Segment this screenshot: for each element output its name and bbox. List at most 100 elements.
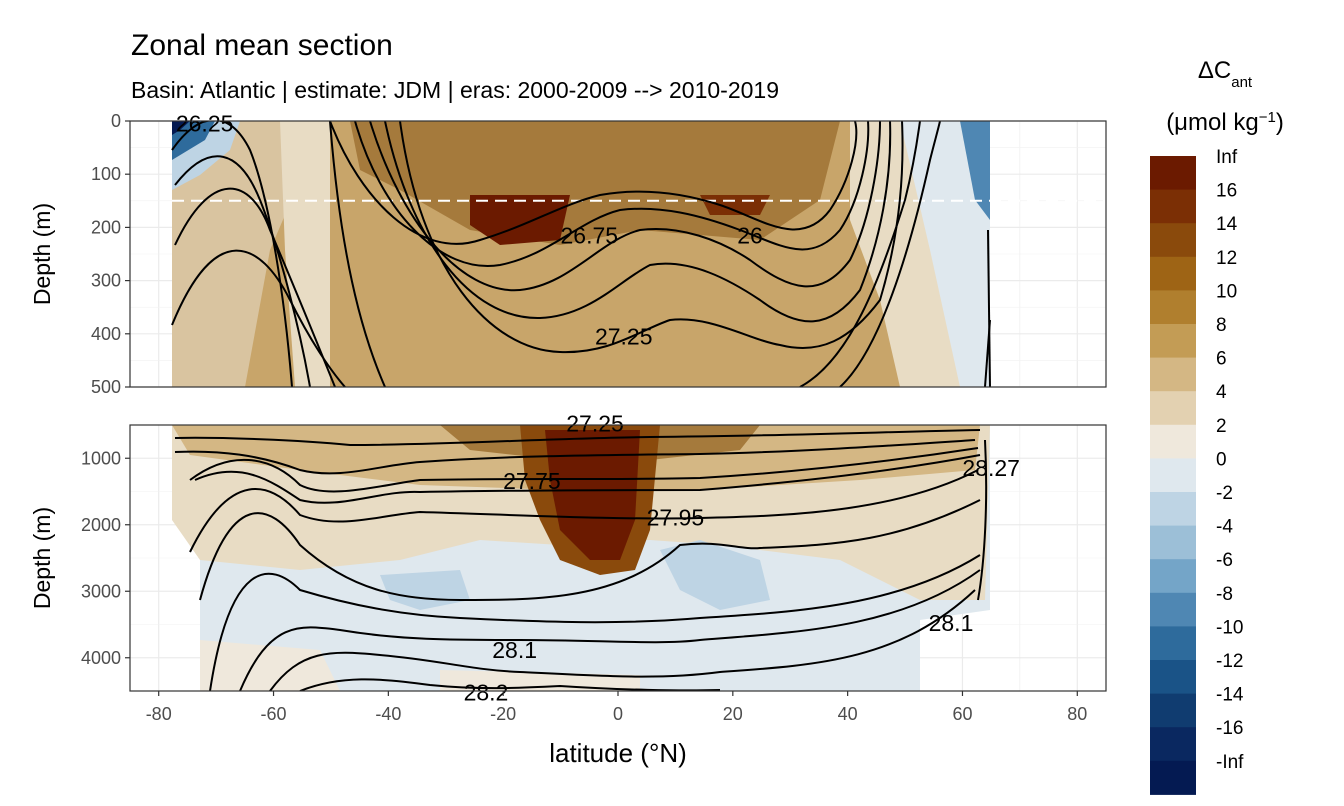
- upper-contour-10: [329, 121, 386, 387]
- legend-label: -14: [1216, 685, 1244, 706]
- legend-label: -4: [1216, 517, 1233, 538]
- upper-contour-4: [171, 249, 346, 387]
- contour-label: 28.1: [929, 610, 974, 636]
- y-tick-label: 2000: [81, 515, 121, 535]
- legend-key: [1150, 525, 1196, 560]
- lower-contour-5: [189, 469, 979, 553]
- legend-title-subscript: ant: [1231, 74, 1253, 91]
- upper-field-north-pale: [900, 121, 990, 387]
- legend-unit-text: (μmol kg: [1166, 109, 1259, 136]
- y-tick-label: 0: [111, 111, 121, 131]
- x-tick-label: -40: [375, 704, 401, 724]
- legend-key: [1150, 492, 1196, 527]
- upper-field-south-darkest: [172, 121, 190, 135]
- lower-contour-labels: 27.25 27.75 27.95 28.1 28.2 28.1 28.27: [464, 411, 1020, 706]
- legend-key: [1150, 223, 1196, 258]
- legend-key: [1150, 189, 1196, 224]
- x-tick-label: 40: [838, 704, 858, 724]
- legend-title: ΔCant: [1198, 57, 1253, 91]
- lower-contours: [174, 429, 988, 691]
- legend-label: 2: [1216, 416, 1227, 437]
- y-tick-label: 1000: [81, 448, 121, 468]
- contour-label: 26: [737, 222, 763, 248]
- y-tick-label: 100: [91, 164, 121, 184]
- legend-label: 14: [1216, 214, 1238, 235]
- upper-field: [172, 121, 990, 387]
- legend-label: 10: [1216, 281, 1237, 302]
- upper-field-north-blue: [960, 121, 990, 220]
- legend-keys: Inf 16 14 12 10 8 6 4 2 0 -2 -4 -6 -8 -10 -12 -14 -16 -Inf: [1150, 147, 1244, 795]
- lower-panel: 27.25 27.75 27.95 28.1 28.2 28.1 28.27 1000 200…: [29, 411, 1107, 706]
- lower-contour-4: [194, 454, 981, 504]
- upper-panel: 26.25 26.75 26 27.25 0 100 200 300 400 500 Depth…: [29, 111, 1107, 397]
- x-tick-label: -20: [490, 704, 516, 724]
- legend-key: [1150, 760, 1196, 795]
- lower-contour-10: [299, 678, 721, 691]
- y-tick-label: 400: [91, 324, 121, 344]
- contour-label: 27.25: [566, 411, 624, 437]
- legend-label: -12: [1216, 651, 1243, 672]
- upper-field-front: [280, 121, 330, 387]
- legend-key: [1150, 693, 1196, 728]
- legend-key: [1150, 324, 1196, 359]
- legend-key: [1150, 592, 1196, 627]
- chart-title: Zonal mean section: [131, 29, 393, 62]
- contour-label: 28.27: [962, 455, 1020, 481]
- contour-label: 26.25: [176, 111, 234, 137]
- upper-contour-1: [171, 121, 293, 387]
- legend-key: [1150, 256, 1196, 291]
- legend-label: 8: [1216, 315, 1227, 336]
- y-tick-label: 200: [91, 217, 121, 237]
- legend-label: -2: [1216, 483, 1233, 504]
- legend-unit-close: ): [1276, 109, 1284, 136]
- legend-title-main: ΔC: [1198, 57, 1231, 84]
- upper-field-max-south: [470, 195, 570, 245]
- x-tick-label: -80: [146, 704, 172, 724]
- legend: ΔCant (μmol kg−1) Inf 16 14 12 10 8 6 4 2 0 -2 -4 -6…: [1150, 57, 1284, 795]
- legend-key: [1150, 391, 1196, 426]
- upper-contour-14: [987, 229, 991, 387]
- upper-contour-12: [839, 121, 941, 387]
- upper-contour-7: [369, 121, 881, 292]
- y-tick-label: 3000: [81, 581, 121, 601]
- legend-key: [1150, 626, 1196, 661]
- legend-key: [1150, 559, 1196, 594]
- y-tick-label: 4000: [81, 648, 121, 668]
- legend-unit-superscript: −1: [1259, 109, 1276, 126]
- x-tick-label: 0: [613, 704, 623, 724]
- lower-contour-3: [189, 447, 979, 493]
- contour-label: 28.2: [464, 679, 509, 705]
- upper-contours: [171, 121, 991, 387]
- upper-y-ticks: 0 100 200 300 400 500: [91, 111, 130, 397]
- x-tick-label: 20: [723, 704, 743, 724]
- lower-contour-1: [174, 429, 981, 447]
- upper-contour-9: [399, 121, 904, 354]
- x-tick-label: -60: [261, 704, 287, 724]
- contour-label: 27.25: [595, 323, 653, 349]
- contour-label: 26.75: [561, 222, 619, 248]
- legend-label: 4: [1216, 382, 1227, 403]
- contour-label: 27.95: [647, 504, 705, 530]
- lower-field-core-max: [545, 430, 640, 560]
- legend-label: 16: [1216, 181, 1237, 202]
- upper-panel-border: [129, 120, 1107, 388]
- legend-key: [1150, 660, 1196, 695]
- y-tick-label: 500: [91, 377, 121, 397]
- lower-y-ticks: 1000 2000 3000 4000: [81, 448, 130, 668]
- lower-contour-7: [209, 554, 981, 691]
- legend-label: -Inf: [1216, 752, 1244, 773]
- upper-field-max-north: [700, 195, 770, 215]
- legend-label: -16: [1216, 718, 1243, 739]
- upper-contour-2: [174, 155, 311, 387]
- upper-y-axis-label: Depth (m): [29, 203, 55, 305]
- upper-contour-5: [329, 121, 858, 245]
- legend-key: [1150, 156, 1196, 191]
- lower-y-axis-label: Depth (m): [29, 507, 55, 609]
- legend-label: Inf: [1216, 147, 1238, 168]
- chart-subtitle: Basin: Atlantic | estimate: JDM | eras: …: [131, 77, 779, 103]
- upper-field-west: [172, 121, 300, 387]
- contour-label: 27.75: [503, 468, 561, 494]
- lower-contour-11: [977, 439, 988, 601]
- legend-label: -8: [1216, 584, 1233, 605]
